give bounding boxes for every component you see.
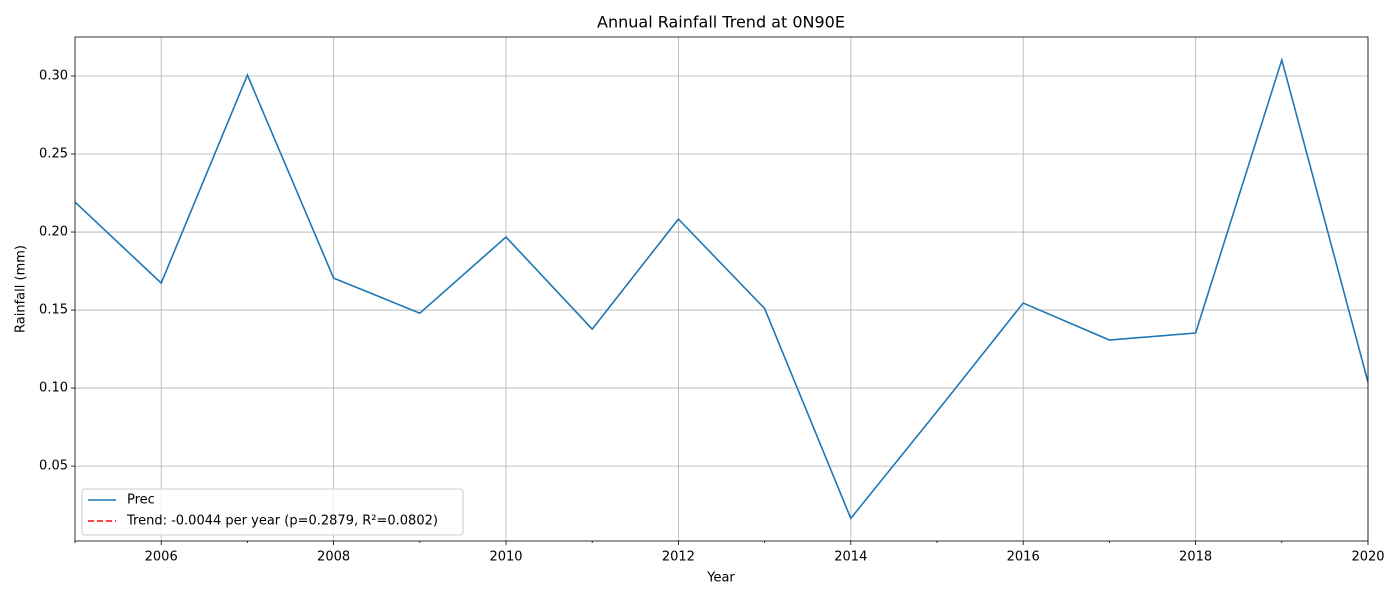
x-tick-label: 2008: [317, 550, 350, 565]
plot-frame: [74, 36, 1369, 542]
y-tick-label: 0.05: [39, 459, 68, 474]
x-tick-label: 2018: [1179, 550, 1212, 565]
y-tick-label: 0.15: [39, 303, 68, 318]
x-tick-label: 2016: [1007, 550, 1040, 565]
legend-label: Prec: [127, 493, 155, 508]
y-tick-label: 0.10: [39, 381, 68, 396]
y-tick-label: 0.25: [39, 147, 68, 162]
y-tick-label: 0.20: [39, 225, 68, 240]
y-tick-label: 0.30: [39, 69, 68, 84]
legend-label: Trend: -0.0044 per year (p=0.2879, R²=0.…: [126, 514, 438, 529]
x-axis-label: Year: [706, 571, 735, 586]
y-axis-label: Rainfall (mm): [14, 245, 29, 333]
x-tick-label: 2010: [489, 550, 522, 565]
x-tick-label: 2012: [662, 550, 695, 565]
chart-title: Annual Rainfall Trend at 0N90E: [597, 13, 845, 32]
x-tick-label: 2020: [1351, 550, 1384, 565]
legend-box: [81, 488, 464, 536]
x-tick-label: 2006: [145, 550, 178, 565]
data-line: [75, 57, 1368, 520]
x-tick-label: 2014: [834, 550, 867, 565]
